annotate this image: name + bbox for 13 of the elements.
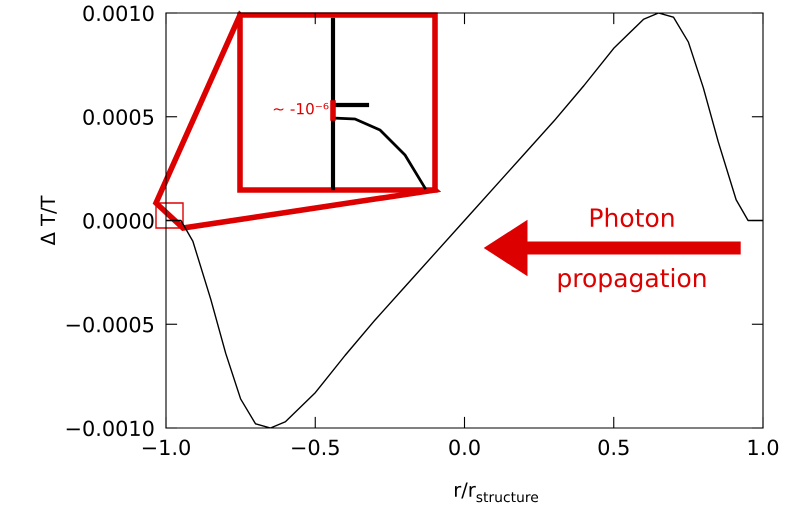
y-tick-label: 0.0010 — [83, 5, 154, 22]
x-tick-label: −0.5 — [292, 439, 339, 456]
y-tick-label: −0.0005 — [66, 316, 154, 332]
x-tick-label: −1.0 — [142, 439, 190, 456]
y-axis-title: Δ T/T — [40, 196, 57, 246]
y-tick-label: 0.0005 — [83, 109, 154, 125]
x-tick-label: 0.0 — [449, 439, 480, 456]
annotation: ~ -10⁻⁶ — [274, 102, 329, 114]
x-tick-label: 1.0 — [748, 439, 778, 456]
y-tick-label: −0.0010 — [66, 420, 154, 436]
y-tick-label: 0.0000 — [83, 212, 154, 229]
x-tick-label: 0.5 — [598, 439, 628, 456]
text: Photon propagation — [558, 208, 706, 292]
